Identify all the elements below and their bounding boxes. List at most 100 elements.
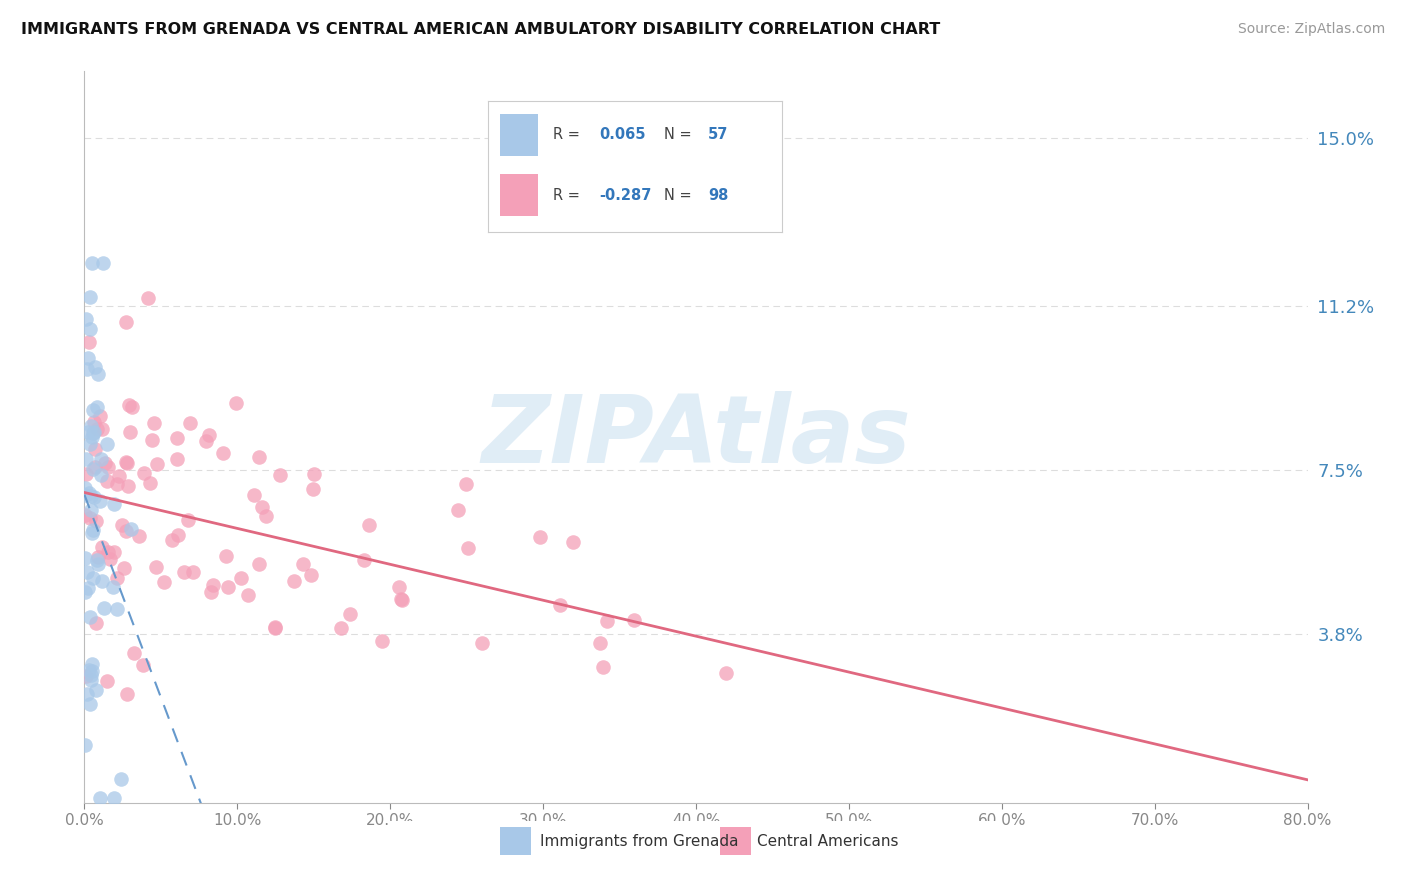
Point: [118, 425, 141, 440]
Point: [107, 469, 129, 483]
Point: [79, 610, 101, 624]
Point: [391, 592, 413, 607]
Point: [456, 476, 478, 491]
Point: [82, 523, 104, 537]
Point: [623, 613, 645, 627]
Point: [211, 445, 233, 459]
Point: [89, 791, 111, 805]
Point: [83, 415, 105, 429]
Point: [134, 466, 156, 480]
Point: [98, 552, 121, 566]
Point: [82, 525, 104, 540]
Point: [79, 290, 101, 304]
Point: [84, 615, 107, 630]
Point: [80, 664, 103, 678]
Point: [179, 417, 201, 431]
Point: [75, 738, 97, 752]
Point: [96, 437, 118, 451]
Point: [87, 549, 110, 564]
Point: [80, 667, 103, 681]
Point: [115, 455, 138, 469]
Point: [250, 500, 273, 514]
Point: [93, 601, 115, 615]
Point: [304, 467, 326, 482]
Point: [371, 633, 394, 648]
Point: [561, 535, 583, 549]
Point: [388, 580, 411, 594]
Point: [79, 697, 101, 711]
Point: [118, 398, 141, 412]
Point: [115, 687, 138, 701]
Point: [550, 599, 572, 613]
Text: ZIPAtlas: ZIPAtlas: [481, 391, 911, 483]
Point: [117, 456, 139, 470]
Point: [176, 513, 198, 527]
Point: [89, 409, 111, 423]
Point: [96, 475, 118, 489]
Point: [136, 291, 159, 305]
Point: [283, 574, 305, 588]
Point: [89, 493, 111, 508]
Point: [120, 522, 142, 536]
Point: [141, 433, 163, 447]
Point: [105, 572, 128, 586]
Point: [75, 467, 97, 482]
Point: [83, 490, 105, 504]
Point: [80, 419, 103, 434]
Point: [75, 550, 97, 565]
Point: [217, 580, 239, 594]
Point: [79, 510, 101, 524]
Point: [87, 367, 110, 381]
Point: [90, 452, 112, 467]
Point: [202, 578, 225, 592]
Point: [79, 322, 101, 336]
Point: [121, 400, 143, 414]
Point: [128, 528, 150, 542]
Point: [596, 615, 619, 629]
Point: [105, 476, 128, 491]
Point: [82, 571, 104, 585]
Point: [97, 460, 120, 475]
Point: [91, 256, 114, 270]
Point: [79, 335, 101, 350]
Point: [80, 503, 103, 517]
Point: [231, 571, 253, 585]
Point: [84, 459, 107, 474]
Point: [471, 636, 494, 650]
Point: [254, 508, 277, 523]
Point: [153, 575, 176, 590]
Point: [242, 488, 264, 502]
Point: [592, 660, 614, 674]
Point: [86, 552, 108, 566]
Point: [96, 674, 118, 689]
Point: [357, 517, 380, 532]
Point: [160, 533, 183, 548]
Point: [80, 657, 103, 672]
Point: [80, 256, 103, 270]
Point: [83, 442, 105, 456]
Point: [117, 479, 139, 493]
Point: [80, 430, 103, 444]
Point: [263, 621, 285, 635]
Point: [194, 434, 217, 448]
Point: [138, 476, 160, 491]
Point: [114, 315, 136, 329]
Point: [91, 574, 114, 588]
Point: [76, 687, 98, 701]
Point: [200, 584, 222, 599]
Point: [86, 400, 108, 414]
Point: [77, 486, 100, 500]
Point: [291, 557, 314, 571]
Point: [77, 664, 100, 678]
Point: [73, 481, 96, 495]
Point: [329, 621, 352, 635]
Point: [75, 488, 97, 502]
Point: [247, 557, 270, 571]
Point: [91, 422, 114, 436]
Point: [90, 468, 112, 483]
Point: [299, 567, 322, 582]
Point: [353, 552, 375, 566]
Point: [301, 482, 323, 496]
Point: [82, 426, 104, 441]
Point: [225, 395, 247, 409]
